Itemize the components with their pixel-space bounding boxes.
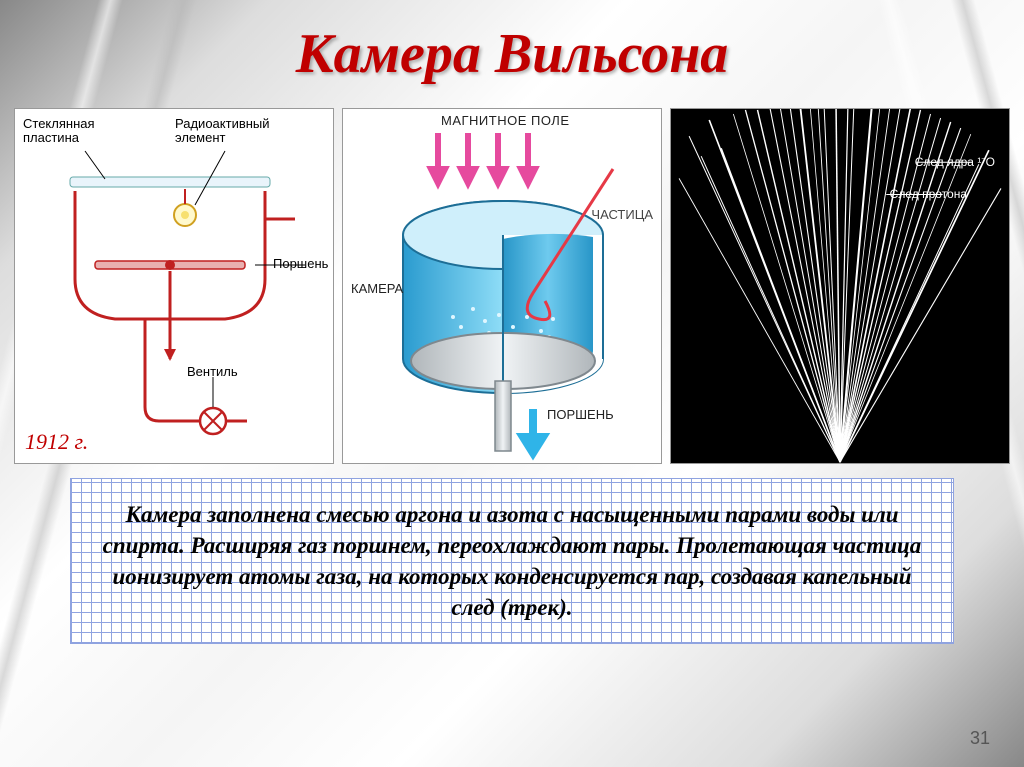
label-piston: Поршень <box>273 257 328 271</box>
label-chamber: КАМЕРА <box>351 281 403 296</box>
label-particle: ЧАСТИЦА <box>591 207 653 222</box>
diagram-panels: Стекляннаяпластина Радиоактивныйэлемент … <box>14 108 1010 464</box>
schematic-svg <box>15 109 334 464</box>
label-radioactive-element: Радиоактивныйэлемент <box>175 117 305 146</box>
label-valve: Вентиль <box>187 365 238 379</box>
description-text: Камера заполнена смесью аргона и азота с… <box>70 478 954 644</box>
page-number: 31 <box>970 728 990 749</box>
panel-cutaway: МАГНИТНОЕ ПОЛЕ ЧАСТИЦА КАМЕРА ПОРШЕНЬ <box>342 108 662 464</box>
panel-schematic: Стекляннаяпластина Радиоактивныйэлемент … <box>14 108 334 464</box>
label-glass-plate: Стекляннаяпластина <box>23 117 133 146</box>
label-proton-track: След протона <box>890 187 967 201</box>
label-year: 1912 г. <box>25 429 88 455</box>
label-piston2: ПОРШЕНЬ <box>547 407 614 422</box>
panel-tracks: След ядра ¹⁷O След протона <box>670 108 1010 464</box>
label-magnetic-field: МАГНИТНОЕ ПОЛЕ <box>441 113 570 128</box>
label-nucleus-track: След ядра ¹⁷O <box>915 155 995 169</box>
page-title: Камера Вильсона <box>0 22 1024 86</box>
